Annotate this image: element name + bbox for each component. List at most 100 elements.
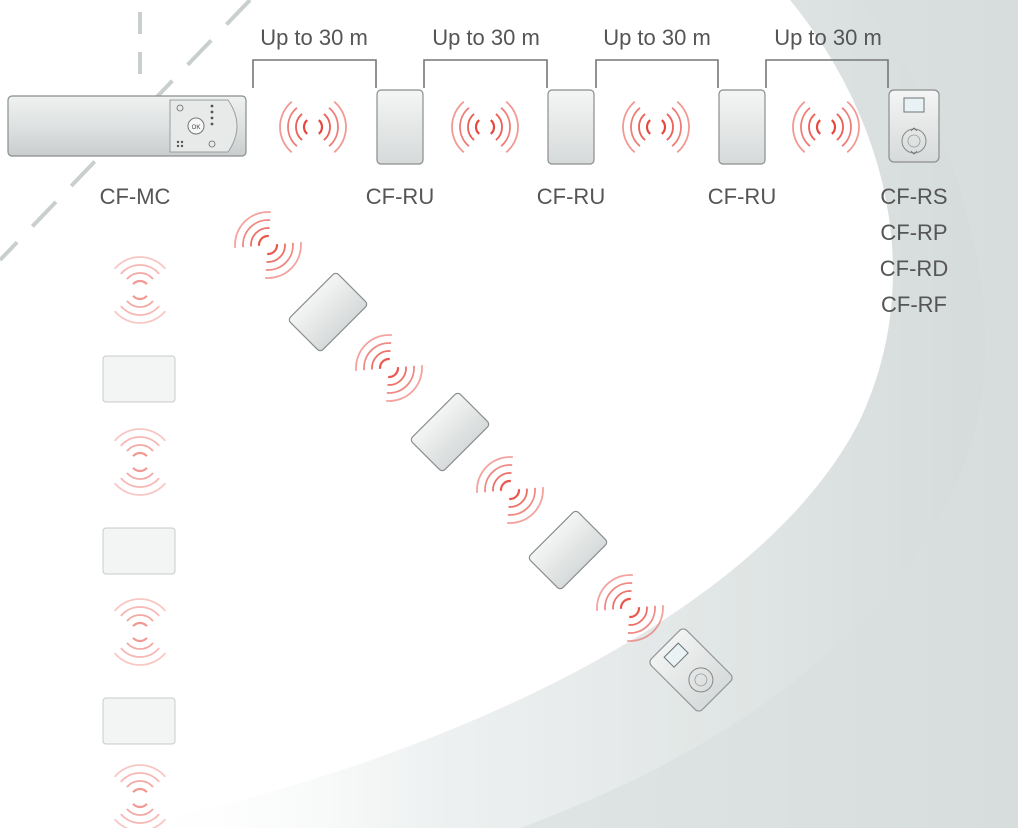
repeater-label-1: CF-RU bbox=[366, 184, 434, 209]
master-label: CF-MC bbox=[100, 184, 171, 209]
radio-wave-arc bbox=[126, 444, 154, 452]
master-controller-device: OK bbox=[7, 95, 247, 157]
vertical-repeater-2 bbox=[102, 527, 176, 575]
radio-wave-arc bbox=[507, 487, 536, 516]
radio-wave-arc bbox=[676, 101, 690, 153]
radio-wave-arc bbox=[132, 279, 148, 286]
radio-wave-arc bbox=[508, 488, 528, 508]
radio-wave-icon bbox=[114, 598, 166, 666]
radio-wave-arc bbox=[499, 479, 511, 491]
range-label-4: Up to 30 m bbox=[774, 25, 882, 50]
radio-wave-arc bbox=[371, 350, 391, 370]
radio-wave-arc bbox=[363, 342, 392, 371]
radio-wave-arc bbox=[388, 367, 400, 379]
radio-wave-arc bbox=[265, 242, 302, 279]
radio-wave-icon bbox=[451, 101, 519, 153]
radio-wave-arc bbox=[114, 428, 166, 442]
radio-wave-arc bbox=[302, 119, 309, 135]
radio-wave-arc bbox=[114, 256, 166, 270]
svg-text:OK: OK bbox=[192, 125, 201, 131]
radio-waves bbox=[114, 101, 860, 828]
radio-wave-arc bbox=[619, 597, 631, 609]
radio-wave-arc bbox=[287, 107, 298, 147]
repeater-device-3 bbox=[718, 89, 766, 165]
radio-wave-arc bbox=[378, 357, 390, 369]
radio-wave-arc bbox=[114, 652, 166, 666]
radio-wave-arc bbox=[266, 243, 286, 263]
radio-wave-arc bbox=[120, 647, 160, 658]
radio-wave-arc bbox=[114, 764, 166, 778]
diagonal-room-unit bbox=[649, 628, 733, 712]
radio-wave-icon bbox=[792, 101, 860, 153]
radio-wave-arc bbox=[808, 113, 816, 141]
radio-wave-arc bbox=[132, 636, 148, 643]
room-unit-label-1: CF-RS bbox=[880, 184, 947, 209]
radio-wave-icon bbox=[596, 574, 664, 642]
repeater-device-1 bbox=[376, 89, 424, 165]
radio-wave-arc bbox=[120, 264, 160, 275]
radio-wave-arc bbox=[328, 107, 339, 147]
radio-wave-arc bbox=[645, 119, 652, 135]
radio-wave-arc bbox=[628, 606, 648, 626]
radio-wave-arc bbox=[507, 487, 544, 524]
radio-wave-arc bbox=[386, 365, 423, 402]
radio-wave-arc bbox=[484, 464, 513, 493]
radio-wave-arc bbox=[132, 621, 148, 628]
range-bracket-4: Up to 30 m bbox=[765, 25, 889, 88]
diagonal-repeater-1 bbox=[288, 272, 368, 352]
radio-wave-icon bbox=[114, 428, 166, 496]
radio-wave-arc bbox=[355, 334, 392, 371]
room-unit-label-3: CF-RD bbox=[880, 256, 948, 281]
arrow-up-icon bbox=[910, 127, 918, 132]
radio-wave-icon bbox=[355, 334, 423, 402]
radio-wave-arc bbox=[120, 772, 160, 783]
radio-wave-arc bbox=[120, 477, 160, 488]
radio-wave-arc bbox=[627, 605, 656, 634]
radio-wave-arc bbox=[132, 787, 148, 794]
diagonal-repeater-3 bbox=[528, 510, 608, 590]
radio-wave-arc bbox=[495, 113, 503, 141]
radio-wave-arc bbox=[126, 642, 154, 650]
radio-wave-arc bbox=[132, 451, 148, 458]
repeater-label-2: CF-RU bbox=[537, 184, 605, 209]
room-unit-device bbox=[888, 89, 940, 163]
radio-wave-arc bbox=[114, 818, 166, 828]
radio-wave-arc bbox=[836, 113, 844, 141]
radio-wave-arc bbox=[630, 107, 641, 147]
radio-wave-arc bbox=[387, 366, 407, 386]
ok-icon bbox=[187, 117, 205, 135]
radio-wave-icon bbox=[114, 256, 166, 324]
radio-wave-arc bbox=[257, 234, 269, 246]
radio-wave-arc bbox=[126, 300, 154, 308]
radio-wave-arc bbox=[126, 272, 154, 280]
radio-wave-arc bbox=[666, 113, 674, 141]
radio-wave-arc bbox=[317, 119, 324, 135]
radio-wave-arc bbox=[234, 211, 271, 248]
home-icon bbox=[208, 140, 216, 148]
radio-wave-icon bbox=[234, 211, 302, 279]
range-bracket-1: Up to 30 m bbox=[252, 25, 377, 88]
radio-wave-arc bbox=[474, 119, 481, 135]
radio-wave-arc bbox=[132, 294, 148, 301]
radio-wave-icon bbox=[476, 456, 544, 524]
radio-wave-arc bbox=[114, 598, 166, 612]
radio-wave-arc bbox=[476, 456, 513, 493]
radio-wave-arc bbox=[622, 101, 636, 153]
radio-wave-icon bbox=[622, 101, 690, 153]
radio-wave-arc bbox=[500, 107, 511, 147]
radio-wave-arc bbox=[120, 305, 160, 316]
arrow-down-icon bbox=[910, 150, 918, 155]
radio-wave-arc bbox=[671, 107, 682, 147]
repeater-device-2 bbox=[547, 89, 595, 165]
radio-wave-arc bbox=[815, 119, 822, 135]
radio-wave-arc bbox=[596, 574, 633, 611]
radio-wave-arc bbox=[386, 365, 415, 394]
range-label-3: Up to 30 m bbox=[603, 25, 711, 50]
radio-wave-icon bbox=[114, 764, 166, 828]
radio-wave-arc bbox=[120, 813, 160, 824]
radio-wave-arc bbox=[126, 472, 154, 480]
radio-wave-arc bbox=[467, 113, 475, 141]
radio-wave-arc bbox=[660, 119, 667, 135]
radio-wave-arc bbox=[265, 242, 294, 271]
